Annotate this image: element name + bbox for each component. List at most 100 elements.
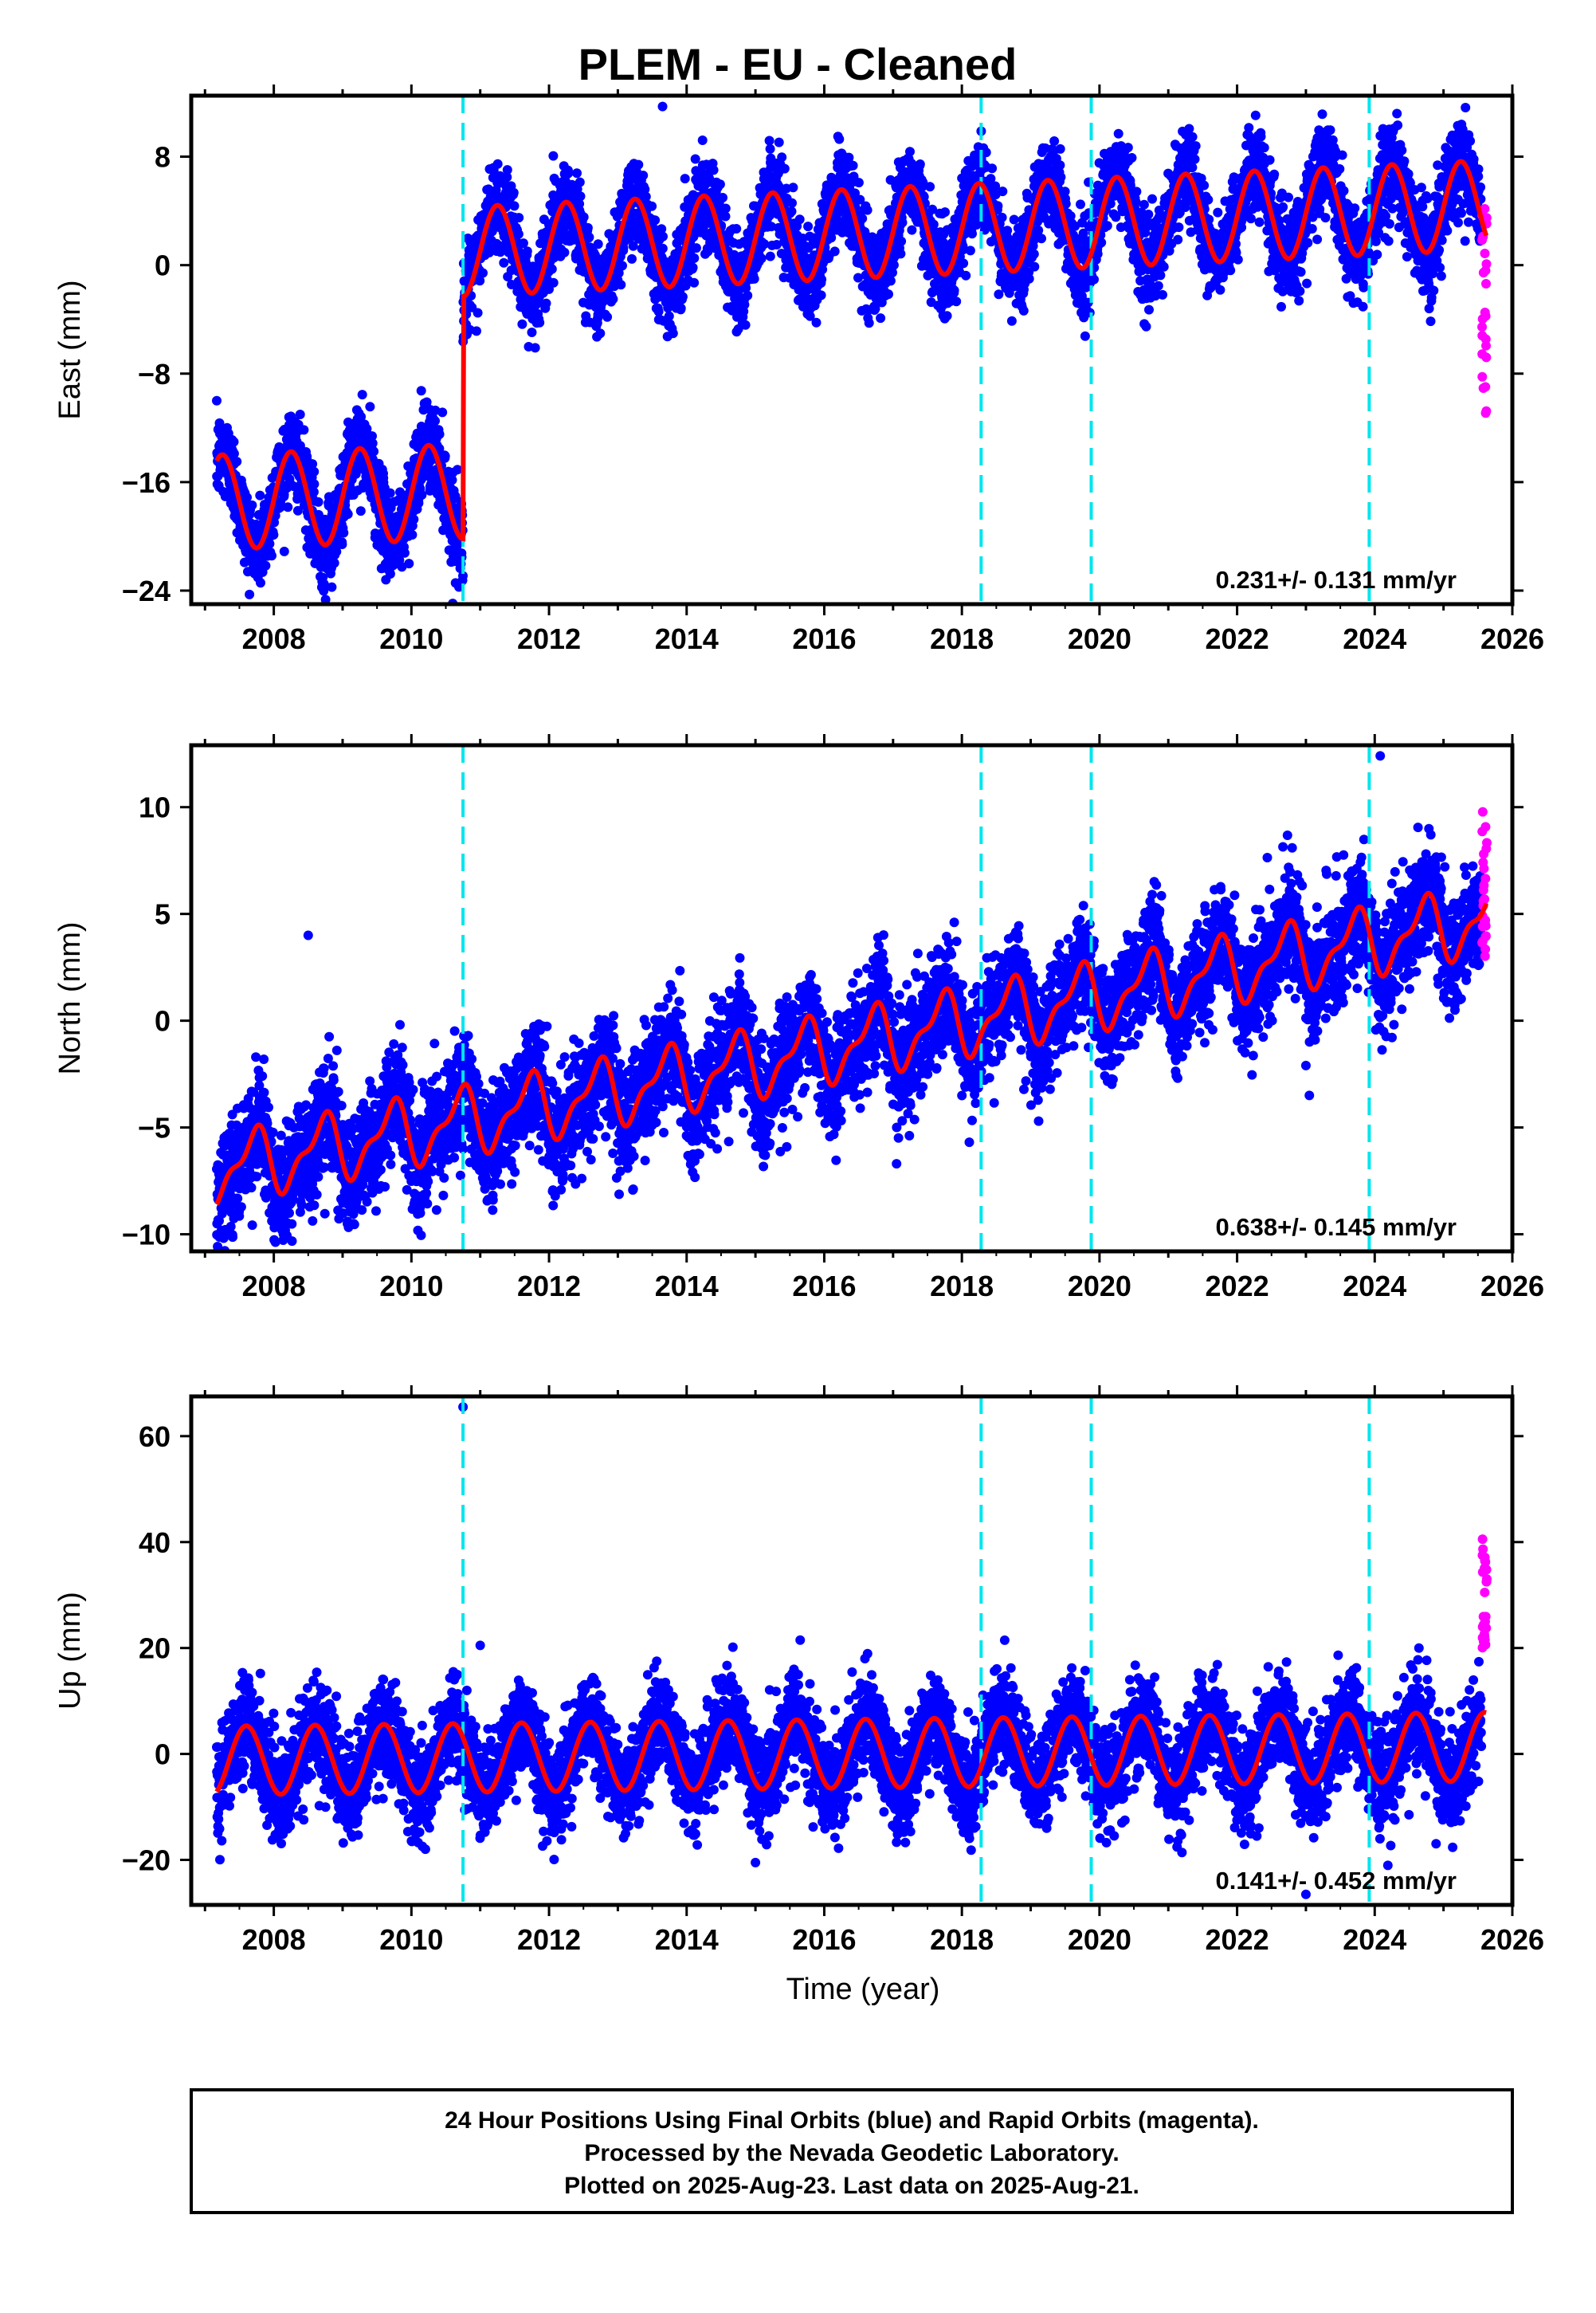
data-point xyxy=(339,528,349,538)
data-point xyxy=(472,326,481,336)
data-point xyxy=(803,222,814,232)
data-point xyxy=(578,212,589,222)
data-point xyxy=(720,203,731,214)
data-point xyxy=(261,560,271,571)
data-point xyxy=(777,152,787,163)
data-point xyxy=(888,260,899,270)
data-point xyxy=(308,487,319,497)
data-point xyxy=(499,257,509,268)
data-point xyxy=(593,239,603,249)
data-point xyxy=(638,171,649,181)
data-point xyxy=(1055,160,1065,171)
data-point xyxy=(743,290,753,300)
data-point xyxy=(582,222,593,233)
data-point xyxy=(535,317,545,328)
data-point xyxy=(993,201,1003,211)
data-point xyxy=(756,253,767,264)
data-point xyxy=(416,386,426,396)
data-point xyxy=(530,343,540,353)
data-point xyxy=(647,201,657,211)
data-point xyxy=(697,135,708,145)
data-point xyxy=(299,425,309,435)
data-point xyxy=(774,137,784,147)
data-point xyxy=(484,184,494,194)
data-point xyxy=(422,397,432,407)
data-point xyxy=(715,179,725,190)
data-point xyxy=(826,233,837,243)
data-point xyxy=(1029,249,1039,259)
data-point xyxy=(688,262,698,273)
data-point xyxy=(229,437,239,447)
data-point xyxy=(276,502,286,512)
data-point xyxy=(618,261,627,271)
data-point xyxy=(676,303,686,313)
data-point xyxy=(430,416,440,426)
data-point xyxy=(327,582,337,592)
data-point xyxy=(492,159,503,169)
data-point xyxy=(896,249,906,259)
data-point xyxy=(518,238,528,249)
data-point xyxy=(385,488,395,498)
data-point xyxy=(602,312,613,322)
data-point xyxy=(718,193,727,202)
data-point xyxy=(787,198,797,208)
data-point xyxy=(563,168,574,179)
data-point xyxy=(548,277,559,288)
data-point xyxy=(502,172,512,183)
data-point xyxy=(434,443,445,454)
data-point xyxy=(967,229,977,239)
data-point xyxy=(641,191,651,202)
data-point xyxy=(896,236,907,246)
data-point xyxy=(343,509,353,519)
data-point xyxy=(1029,261,1040,272)
data-point xyxy=(627,253,637,264)
data-point xyxy=(283,502,293,512)
data-point xyxy=(915,159,925,169)
data-point xyxy=(399,548,410,558)
data-point xyxy=(848,160,858,171)
data-point xyxy=(885,276,896,286)
data-point xyxy=(367,431,377,442)
data-point xyxy=(502,165,512,175)
data-point xyxy=(608,294,618,304)
data-point xyxy=(453,465,463,475)
data-point xyxy=(853,178,864,188)
data-point xyxy=(440,451,450,461)
data-point xyxy=(548,151,559,161)
data-point xyxy=(522,246,532,257)
data-point xyxy=(487,226,497,237)
data-point xyxy=(997,212,1007,222)
data-point xyxy=(447,475,457,485)
data-point xyxy=(862,205,873,215)
data-point xyxy=(409,514,419,524)
data-point xyxy=(1143,210,1154,219)
final-orbit-points-east xyxy=(212,103,1487,604)
data-point xyxy=(331,547,342,557)
data-point xyxy=(897,218,908,228)
data-point xyxy=(657,243,668,253)
data-point xyxy=(320,595,331,604)
data-point xyxy=(708,165,719,175)
data-point xyxy=(355,506,366,516)
data-point xyxy=(575,191,586,202)
data-point xyxy=(309,466,320,477)
data-point xyxy=(437,407,448,418)
data-point xyxy=(514,213,524,223)
data-point xyxy=(559,247,570,257)
data-point xyxy=(547,264,557,274)
data-point xyxy=(942,311,952,321)
data-point xyxy=(256,578,265,588)
data-point xyxy=(749,273,759,284)
data-point xyxy=(513,229,524,239)
data-point xyxy=(1076,199,1085,210)
data-point xyxy=(1141,321,1151,332)
data-point xyxy=(458,571,468,581)
data-point xyxy=(691,243,701,253)
data-point xyxy=(329,558,339,568)
data-point xyxy=(229,449,239,459)
data-point xyxy=(1024,273,1034,284)
data-point xyxy=(689,253,700,263)
data-point xyxy=(616,280,626,290)
data-point xyxy=(242,493,252,503)
data-point xyxy=(844,152,854,163)
